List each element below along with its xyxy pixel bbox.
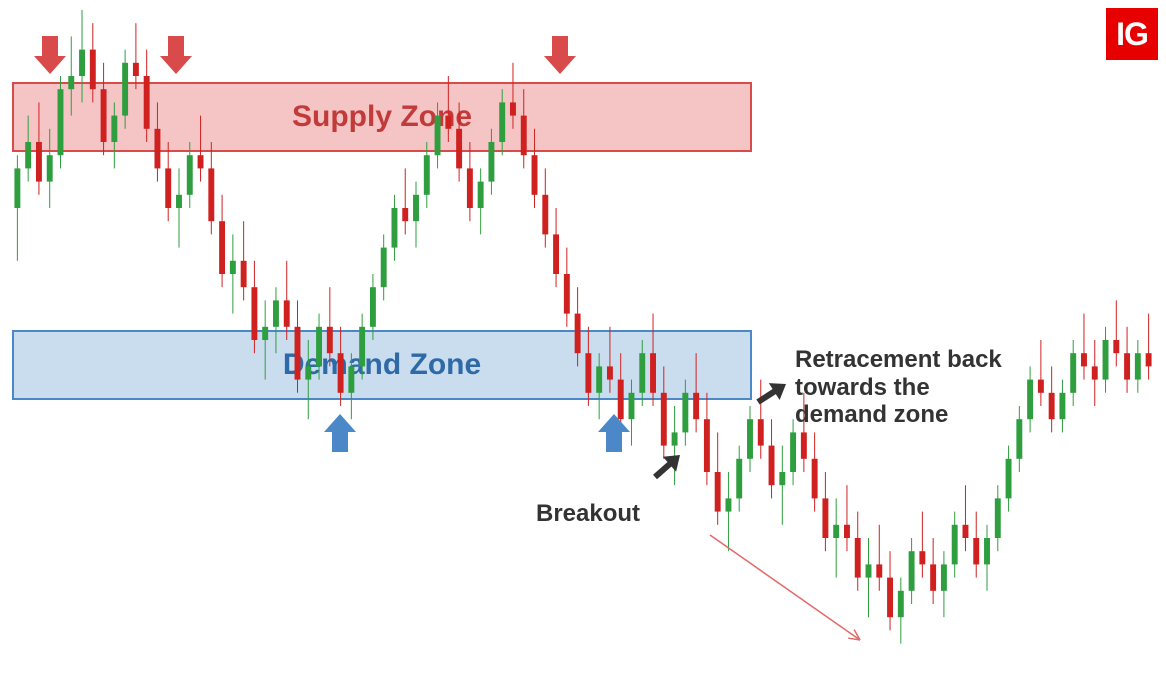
candlestick-chart	[0, 0, 1166, 683]
down-arrow-icon	[540, 34, 580, 84]
down-arrow-icon	[156, 34, 196, 84]
up-arrow-icon	[320, 412, 360, 462]
trend-arrow-icon	[700, 525, 870, 650]
breakout-label: Breakout	[536, 500, 640, 528]
ig-logo: IG	[1106, 8, 1158, 60]
retracement-label: Retracement backtowards thedemand zone	[795, 346, 1002, 429]
chart-container: Supply Zone Demand Zone Breakout Retrace…	[0, 0, 1166, 683]
breakout-arrow-icon	[635, 435, 700, 497]
down-arrow-icon	[30, 34, 70, 84]
up-arrow-icon	[594, 412, 634, 462]
